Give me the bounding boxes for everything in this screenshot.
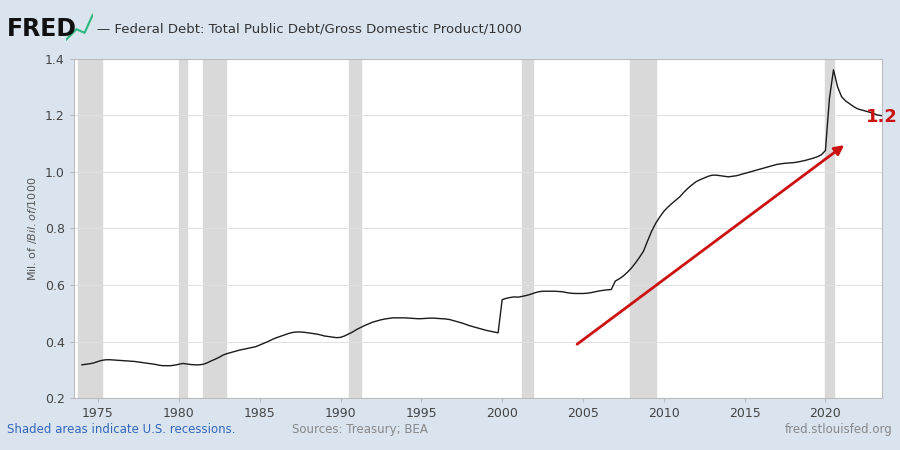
Bar bbox=[203, 58, 226, 398]
Text: Shaded areas indicate U.S. recessions.: Shaded areas indicate U.S. recessions. bbox=[7, 423, 236, 436]
Text: FRED: FRED bbox=[7, 17, 77, 41]
Bar bbox=[825, 58, 833, 398]
Bar bbox=[179, 58, 187, 398]
Bar bbox=[77, 58, 102, 398]
Text: fred.stlouisfed.org: fred.stlouisfed.org bbox=[785, 423, 893, 436]
Bar bbox=[522, 58, 533, 398]
Bar bbox=[348, 58, 361, 398]
Text: 1.2: 1.2 bbox=[866, 108, 897, 126]
Text: Sources: Treasury; BEA: Sources: Treasury; BEA bbox=[292, 423, 428, 436]
Bar bbox=[630, 58, 656, 398]
Y-axis label: Mil. of $/Bil. of $/1000: Mil. of $/Bil. of $/1000 bbox=[26, 176, 40, 280]
Text: — Federal Debt: Total Public Debt/Gross Domestic Product/1000: — Federal Debt: Total Public Debt/Gross … bbox=[97, 23, 522, 36]
